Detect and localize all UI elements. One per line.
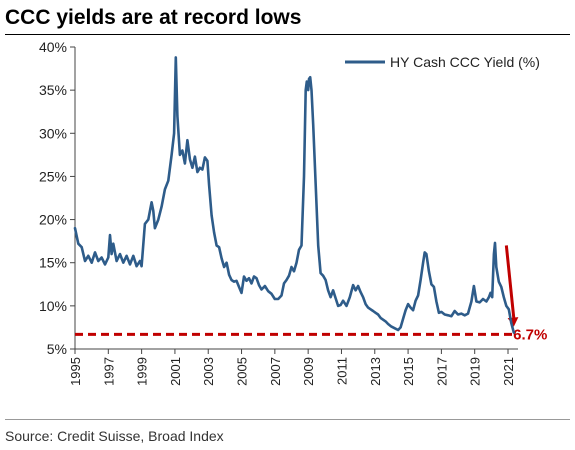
x-tick-label: 2001 bbox=[168, 357, 183, 386]
x-tick-label: 2003 bbox=[201, 357, 216, 386]
y-tick-label: 15% bbox=[39, 255, 67, 271]
y-tick-label: 40% bbox=[39, 39, 67, 55]
x-tick-label: 1995 bbox=[68, 357, 83, 386]
x-tick-label: 2009 bbox=[301, 357, 316, 386]
legend: HY Cash CCC Yield (%) bbox=[345, 54, 540, 70]
y-tick-label: 35% bbox=[39, 82, 67, 98]
x-tick-label: 2021 bbox=[501, 357, 516, 386]
x-axis: 1995 1997 1999 2001 2003 2005 2007 2009 2011 2013… bbox=[68, 349, 516, 386]
annotations: 6.7% bbox=[75, 245, 547, 343]
line-chart: 5% 10% 15% 20% 25% 30% 35% 40% 1995 1997 1999 2001… bbox=[39, 39, 547, 386]
x-tick-label: 1999 bbox=[135, 357, 150, 386]
chart-title: CCC yields are at record lows bbox=[5, 6, 302, 29]
x-tick-label: 2017 bbox=[434, 357, 449, 386]
series-line-ccc-yield bbox=[73, 56, 516, 334]
plot-frame bbox=[74, 47, 518, 350]
series-layer bbox=[73, 56, 516, 334]
arrow-shaft bbox=[504, 245, 516, 319]
y-tick-label: 10% bbox=[39, 298, 67, 314]
y-axis: 5% 10% 15% 20% 25% 30% 35% 40% bbox=[39, 39, 75, 357]
legend-label: HY Cash CCC Yield (%) bbox=[390, 54, 540, 70]
y-tick-label: 20% bbox=[39, 212, 67, 228]
x-tick-label: 2007 bbox=[268, 357, 283, 386]
x-tick-label: 2019 bbox=[468, 357, 483, 386]
x-tick-label: 2015 bbox=[401, 357, 416, 386]
title-rule bbox=[5, 34, 570, 35]
y-tick-label: 30% bbox=[39, 125, 67, 141]
x-tick-label: 1997 bbox=[101, 357, 116, 386]
source-rule bbox=[5, 419, 570, 420]
x-tick-label: 2005 bbox=[235, 357, 250, 386]
y-tick-label: 25% bbox=[39, 168, 67, 184]
x-tick-label: 2011 bbox=[334, 357, 349, 385]
y-tick-label: 5% bbox=[47, 341, 67, 357]
source-note: Source: Credit Suisse, Broad Index bbox=[5, 428, 224, 444]
record-low-label: 6.7% bbox=[513, 326, 547, 343]
x-tick-label: 2013 bbox=[368, 357, 383, 386]
